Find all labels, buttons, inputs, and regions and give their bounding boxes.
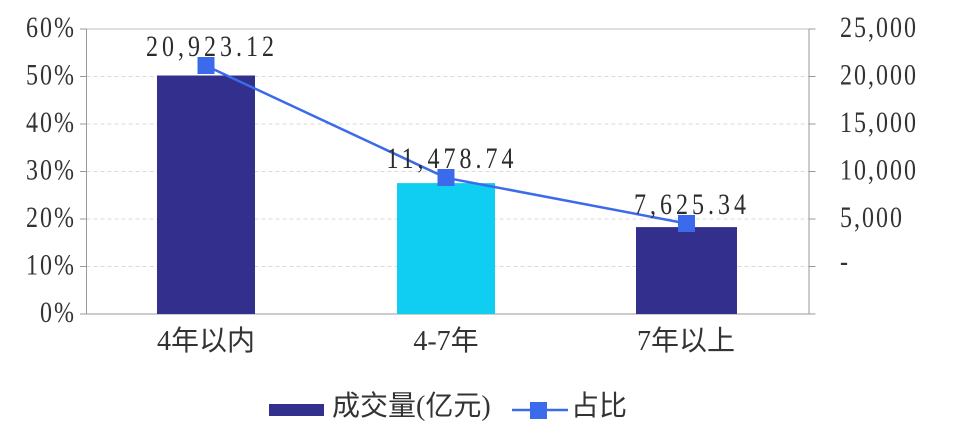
svg-text:50%: 50%: [26, 58, 76, 91]
svg-text:占比: 占比: [571, 390, 627, 422]
svg-text:4-7年: 4-7年: [413, 325, 478, 357]
svg-text:7年以上: 7年以上: [637, 325, 735, 357]
svg-text:60%: 60%: [26, 10, 76, 43]
svg-text:成交量(亿元): 成交量(亿元): [332, 390, 491, 422]
svg-text:30%: 30%: [26, 153, 76, 186]
svg-text:4年以内: 4年以内: [157, 325, 255, 357]
svg-text:20,000: 20,000: [840, 58, 918, 91]
svg-text:20%: 20%: [26, 200, 76, 233]
svg-text:10,000: 10,000: [840, 153, 918, 186]
svg-text:40%: 40%: [26, 105, 76, 138]
svg-text:15,000: 15,000: [840, 105, 918, 138]
svg-text:20,923.12: 20,923.12: [146, 29, 278, 62]
svg-text:-: -: [840, 244, 850, 277]
svg-text:10%: 10%: [26, 248, 76, 281]
svg-text:0%: 0%: [40, 295, 76, 328]
svg-text:5,000: 5,000: [840, 200, 904, 233]
svg-text:7,625.34: 7,625.34: [634, 187, 750, 220]
svg-text:11,478.74: 11,478.74: [386, 141, 517, 174]
svg-text:25,000: 25,000: [840, 10, 918, 43]
